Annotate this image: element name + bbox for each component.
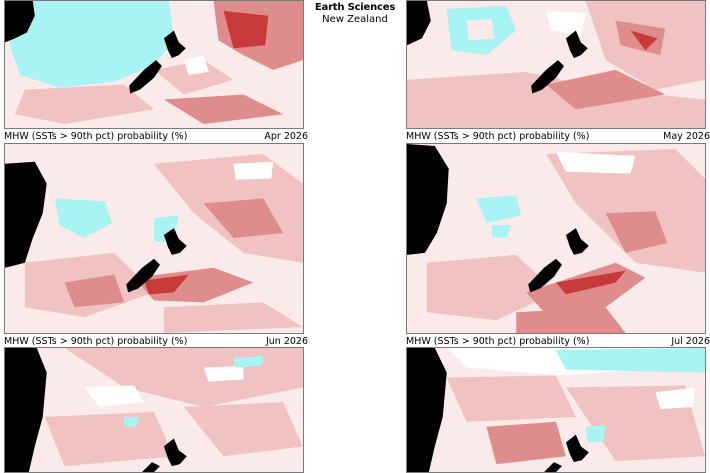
caption-month: Apr 2026 <box>264 131 308 142</box>
map-panel-row3-right <box>406 347 706 473</box>
caption-apr: MHW (SSTs > 90th pct) probability (%) Ap… <box>4 130 308 143</box>
brand-logo: Earth Sciences New Zealand <box>312 2 398 26</box>
map-panel-jul <box>406 143 706 334</box>
map-panel-jun <box>4 143 304 334</box>
caption-title: MHW (SSTs > 90th pct) probability (%) <box>4 336 188 347</box>
caption-may: MHW (SSTs > 90th pct) probability (%) Ma… <box>406 130 710 143</box>
map-panel-may <box>406 0 706 129</box>
caption-month: Jul 2026 <box>671 336 710 347</box>
brand-line-2: New Zealand <box>322 14 388 25</box>
caption-title: MHW (SSTs > 90th pct) probability (%) <box>406 336 590 347</box>
caption-jul: MHW (SSTs > 90th pct) probability (%) Ju… <box>406 335 710 348</box>
map-panel-apr <box>4 0 304 129</box>
caption-title: MHW (SSTs > 90th pct) probability (%) <box>4 131 188 142</box>
map-panel-row3-left <box>4 347 304 473</box>
caption-month: May 2026 <box>663 131 710 142</box>
caption-jun: MHW (SSTs > 90th pct) probability (%) Ju… <box>4 335 308 348</box>
caption-title: MHW (SSTs > 90th pct) probability (%) <box>406 131 590 142</box>
caption-month: Jun 2026 <box>265 336 308 347</box>
brand-line-1: Earth Sciences <box>314 2 396 13</box>
